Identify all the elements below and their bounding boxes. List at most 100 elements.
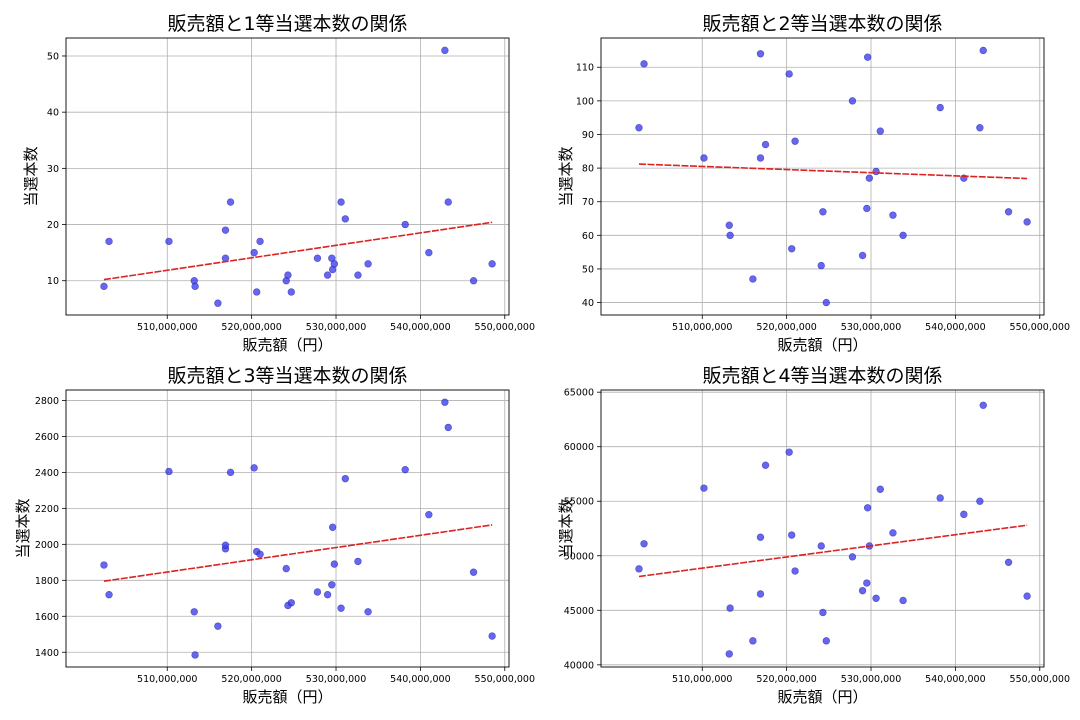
y-tick-label: 50 [47, 51, 59, 62]
data-point [341, 474, 350, 483]
data-point [364, 608, 372, 616]
data-point [100, 561, 108, 569]
data-point [817, 261, 825, 270]
x-tick-label: 550,000,000 [475, 322, 535, 333]
data-point [165, 237, 173, 246]
data-point [899, 231, 907, 240]
data-point [1023, 218, 1031, 226]
data-point [899, 596, 907, 605]
data-point [865, 174, 874, 182]
x-tick-label: 540,000,000 [390, 322, 450, 333]
data-point [876, 485, 885, 493]
data-point [848, 553, 857, 561]
x-tick-label: 520,000,000 [756, 674, 816, 685]
data-point [425, 510, 433, 519]
data-point [425, 248, 433, 257]
data-point [287, 288, 295, 296]
data-point [858, 586, 867, 595]
data-point [819, 608, 827, 617]
data-point [323, 271, 332, 279]
data-point [761, 461, 770, 469]
data-point [863, 579, 871, 587]
data-point [858, 251, 867, 260]
y-tick-label: 30 [47, 164, 59, 175]
x-tick-label: 520,000,000 [221, 322, 281, 333]
data-point [330, 560, 339, 568]
chart-panel-2: 510,000,000 520,000,000 530,000,000 540,000… [557, 13, 1070, 354]
y-tick-label: 40000 [564, 660, 594, 671]
data-point [725, 221, 733, 229]
data-point [976, 124, 984, 132]
data-point [756, 50, 765, 58]
x-tick-label: 510,000,000 [672, 674, 732, 685]
data-point [354, 271, 362, 279]
y-tick-label: 2800 [35, 396, 59, 407]
data-point [282, 564, 290, 573]
data-point [469, 277, 478, 285]
data-point [250, 464, 258, 472]
data-point [191, 651, 199, 659]
data-point [819, 208, 827, 216]
y-axis-label: 当選本数 [557, 146, 575, 206]
x-tick-label: 520,000,000 [756, 322, 816, 333]
x-tick-label: 520,000,000 [221, 674, 281, 685]
x-axis-label: 販売額（円） [242, 336, 332, 354]
y-tick-label: 20 [47, 220, 59, 231]
data-point [313, 254, 322, 262]
y-axis-label: 当選本数 [14, 498, 32, 558]
data-point [441, 46, 449, 55]
chart-title: 販売額と4等当選本数の関係 [702, 365, 942, 387]
x-tick-label: 530,000,000 [306, 322, 366, 333]
data-point [330, 260, 339, 268]
y-tick-label: 90 [582, 130, 594, 141]
chart-panel-1: 510,000,000 520,000,000 530,000,000 540,000… [22, 13, 535, 354]
y-tick-label: 10 [47, 276, 59, 287]
data-point [256, 237, 264, 246]
data-point [256, 550, 264, 558]
y-tick-label: 110 [576, 63, 594, 74]
plot-frame [600, 37, 1045, 316]
data-point [872, 167, 880, 176]
y-tick-label: 1400 [35, 648, 59, 659]
chart-panel-3: 510,000,000 520,000,000 530,000,000 540,000… [14, 365, 535, 706]
data-point [105, 237, 113, 246]
x-tick-label: 540,000,000 [390, 674, 450, 685]
plot-frame [65, 389, 510, 668]
data-point [756, 533, 765, 541]
data-point [863, 204, 871, 213]
data-point [725, 650, 733, 658]
data-point [100, 282, 108, 291]
x-tick-label: 550,000,000 [1010, 322, 1070, 333]
chart-title: 販売額と2等当選本数の関係 [702, 13, 942, 35]
data-point [726, 604, 734, 612]
data-point [635, 565, 643, 573]
data-point [726, 231, 734, 240]
data-point [756, 154, 765, 162]
data-point [640, 540, 648, 548]
data-point [817, 542, 825, 550]
data-point [250, 248, 258, 257]
trend-line [103, 524, 493, 582]
data-point [756, 590, 765, 598]
data-point [214, 622, 222, 630]
x-tick-label: 510,000,000 [137, 674, 197, 685]
data-point [341, 215, 350, 223]
data-point [863, 53, 872, 61]
data-point [700, 154, 708, 162]
x-tick-label: 530,000,000 [841, 674, 901, 685]
y-tick-label: 50 [582, 264, 594, 275]
data-point [337, 198, 345, 206]
y-tick-label: 2200 [35, 504, 59, 515]
y-tick-label: 40 [47, 108, 59, 119]
data-point [872, 594, 880, 602]
data-point [214, 299, 222, 307]
data-point [313, 588, 322, 596]
data-point [364, 260, 372, 268]
y-tick-label: 1800 [35, 576, 59, 587]
x-tick-label: 540,000,000 [925, 674, 985, 685]
data-point [354, 557, 362, 566]
trend-line [638, 163, 1028, 180]
y-tick-label: 2600 [35, 432, 59, 443]
x-axis-label: 販売額（円） [242, 688, 332, 706]
